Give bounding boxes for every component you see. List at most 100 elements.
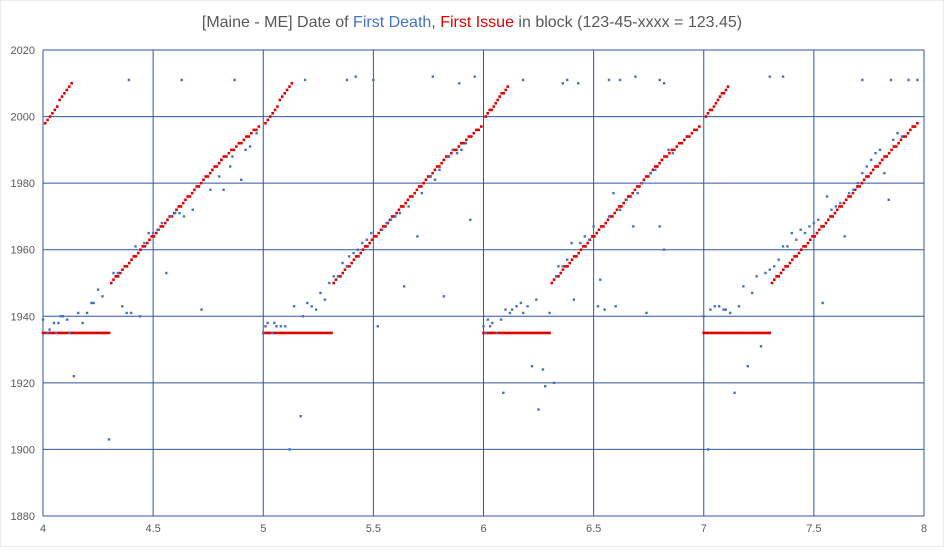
first-issue-point	[402, 205, 405, 208]
first-issue-point	[613, 211, 617, 215]
first-issue-point	[738, 331, 742, 335]
first-death-point	[438, 168, 441, 172]
first-death-point	[209, 188, 212, 191]
first-issue-point	[811, 235, 814, 238]
first-death-point	[347, 255, 351, 258]
first-death-point	[341, 261, 344, 265]
first-death-point	[874, 151, 877, 155]
first-death-point	[361, 241, 364, 245]
first-issue-point	[154, 231, 158, 235]
first-issue-point	[507, 331, 510, 335]
first-issue-point	[78, 331, 81, 335]
first-issue-point	[292, 331, 296, 335]
first-death-point	[561, 265, 564, 268]
first-issue-point	[273, 331, 277, 335]
first-issue-point	[70, 81, 73, 85]
first-issue-point	[71, 331, 74, 335]
first-death-point	[385, 221, 388, 225]
first-death-point	[603, 308, 606, 311]
first-death-point	[389, 218, 393, 221]
first-issue-point	[710, 108, 714, 112]
first-death-point	[352, 251, 355, 255]
first-issue-point	[381, 225, 385, 228]
first-issue-point	[301, 331, 305, 335]
first-death-point	[46, 331, 49, 335]
x-tick-label-5: 5	[260, 523, 266, 535]
first-death-point	[577, 82, 580, 85]
first-death-point	[376, 325, 379, 328]
first-issue-point	[482, 331, 485, 335]
first-issue-point	[673, 148, 676, 152]
first-issue-point	[332, 281, 336, 285]
first-issue-point	[775, 275, 778, 278]
first-issue-point	[779, 271, 783, 275]
first-death-series	[41, 75, 919, 451]
first-issue-point	[563, 265, 567, 268]
first-issue-point	[161, 225, 165, 228]
first-issue-point	[181, 201, 185, 205]
first-death-point	[121, 305, 124, 308]
first-issue-point	[743, 331, 747, 335]
first-issue-point	[660, 158, 664, 162]
first-issue-point	[109, 281, 113, 285]
first-death-point	[869, 158, 873, 162]
first-death-point	[607, 78, 611, 82]
first-issue-point	[602, 225, 605, 228]
first-death-point	[229, 165, 232, 168]
first-death-point	[151, 231, 155, 235]
first-issue-point	[548, 331, 551, 335]
first-death-point	[85, 311, 89, 315]
first-death-point	[451, 148, 454, 152]
first-issue-point	[504, 331, 508, 335]
first-death-point	[416, 235, 419, 238]
x-tick-label-7.5: 7.5	[806, 523, 821, 535]
first-issue-point	[595, 231, 599, 235]
x-tick-label-7: 7	[701, 523, 707, 535]
first-issue-point	[727, 331, 731, 335]
first-issue-point	[62, 331, 65, 335]
first-issue-point	[833, 211, 837, 215]
first-issue-point	[711, 331, 715, 335]
first-issue-point	[713, 331, 717, 335]
first-issue-point	[118, 271, 122, 275]
x-tick-label-8: 8	[921, 523, 927, 535]
first-issue-point	[813, 235, 817, 238]
first-issue-point	[577, 251, 581, 255]
first-issue-point	[842, 201, 846, 205]
first-issue-point	[644, 175, 648, 178]
first-issue-point	[276, 331, 279, 335]
first-issue-point	[804, 245, 808, 248]
first-issue-point	[511, 331, 515, 335]
first-issue-point	[472, 131, 476, 135]
first-death-point	[147, 231, 150, 235]
first-death-point	[403, 285, 406, 288]
first-issue-point	[754, 331, 758, 335]
first-death-point	[508, 311, 512, 315]
first-issue-point	[89, 331, 93, 335]
first-death-point	[887, 198, 890, 201]
first-death-point	[530, 365, 534, 368]
first-issue-point	[227, 151, 231, 155]
first-issue-point	[849, 195, 852, 198]
first-issue-point	[348, 265, 351, 268]
first-issue-point	[53, 331, 56, 335]
first-issue-point	[536, 331, 540, 335]
first-issue-point	[408, 195, 412, 198]
first-issue-point	[55, 105, 59, 108]
first-issue-point	[170, 215, 174, 218]
first-issue-point	[313, 331, 317, 335]
first-death-point	[319, 291, 322, 295]
first-issue-point	[568, 261, 572, 265]
first-issue-point	[431, 171, 434, 175]
first-issue-point	[445, 155, 448, 158]
first-death-point	[543, 384, 547, 388]
first-issue-point	[557, 275, 560, 278]
first-issue-point	[752, 331, 756, 335]
first-issue-point	[690, 131, 694, 135]
y-tick-label-2000: 2000	[11, 112, 35, 124]
first-death-point	[825, 195, 829, 198]
first-issue-point	[255, 128, 258, 132]
first-death-point	[618, 78, 622, 82]
x-tick-label-5.5: 5.5	[366, 523, 381, 535]
first-issue-point	[442, 158, 446, 162]
